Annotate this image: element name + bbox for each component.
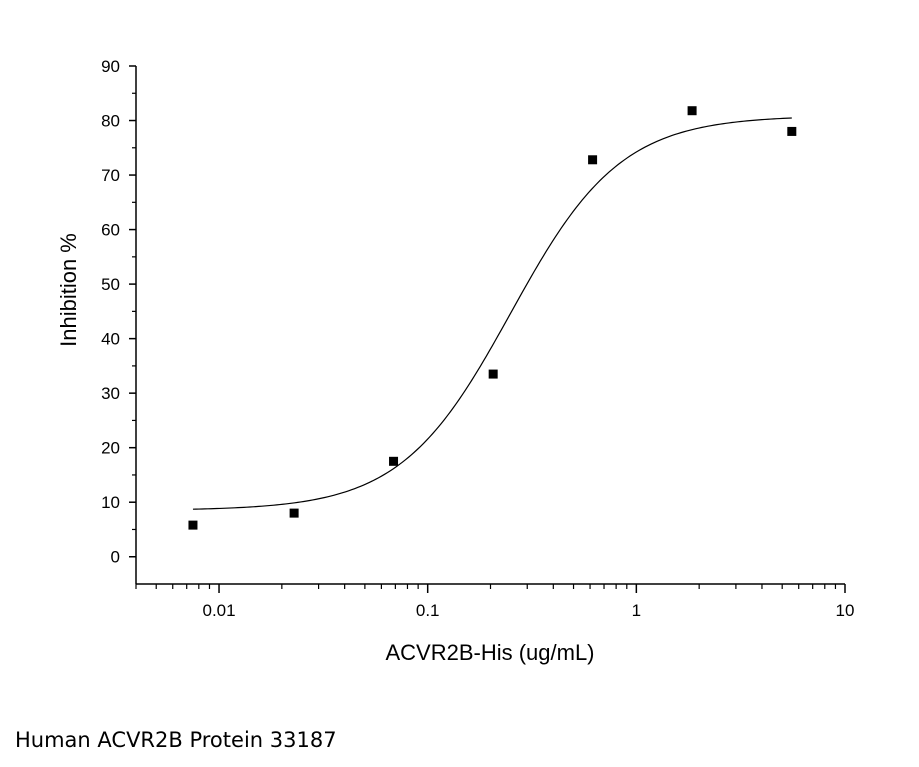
data-point	[289, 508, 299, 518]
data-point	[488, 369, 498, 379]
y-tick-label: 80	[101, 112, 120, 131]
y-tick-label: 70	[101, 166, 120, 185]
x-tick-label: 10	[836, 601, 855, 620]
figure-caption: Human ACVR2B Protein 33187	[15, 728, 337, 752]
data-point	[687, 106, 697, 116]
y-tick-label: 20	[101, 439, 120, 458]
y-tick-label: 0	[111, 548, 120, 567]
axes	[135, 66, 845, 585]
fit-curve-layer	[192, 117, 792, 510]
ticks: 0 10 20 30 40 50 60 70 80 90 0.01 0.1 1 10	[101, 57, 854, 620]
y-tick-label: 90	[101, 57, 120, 76]
x-tick-label: 1	[632, 601, 641, 620]
y-axis-label: Inhibition %	[56, 233, 81, 347]
y-tick-label: 50	[101, 275, 120, 294]
data-point	[588, 155, 598, 165]
x-tick-label: 0.01	[202, 601, 235, 620]
x-tick-label: 0.1	[416, 601, 440, 620]
y-tick-label: 10	[101, 493, 120, 512]
data-point	[787, 126, 797, 136]
y-tick-label: 60	[101, 221, 120, 240]
fit-curve	[192, 117, 792, 510]
x-axis-label: ACVR2B-His (ug/mL)	[385, 640, 594, 665]
y-tick-label: 30	[101, 384, 120, 403]
data-point	[188, 520, 198, 530]
y-tick-label: 40	[101, 330, 120, 349]
data-points	[188, 106, 797, 530]
data-point	[389, 456, 399, 466]
